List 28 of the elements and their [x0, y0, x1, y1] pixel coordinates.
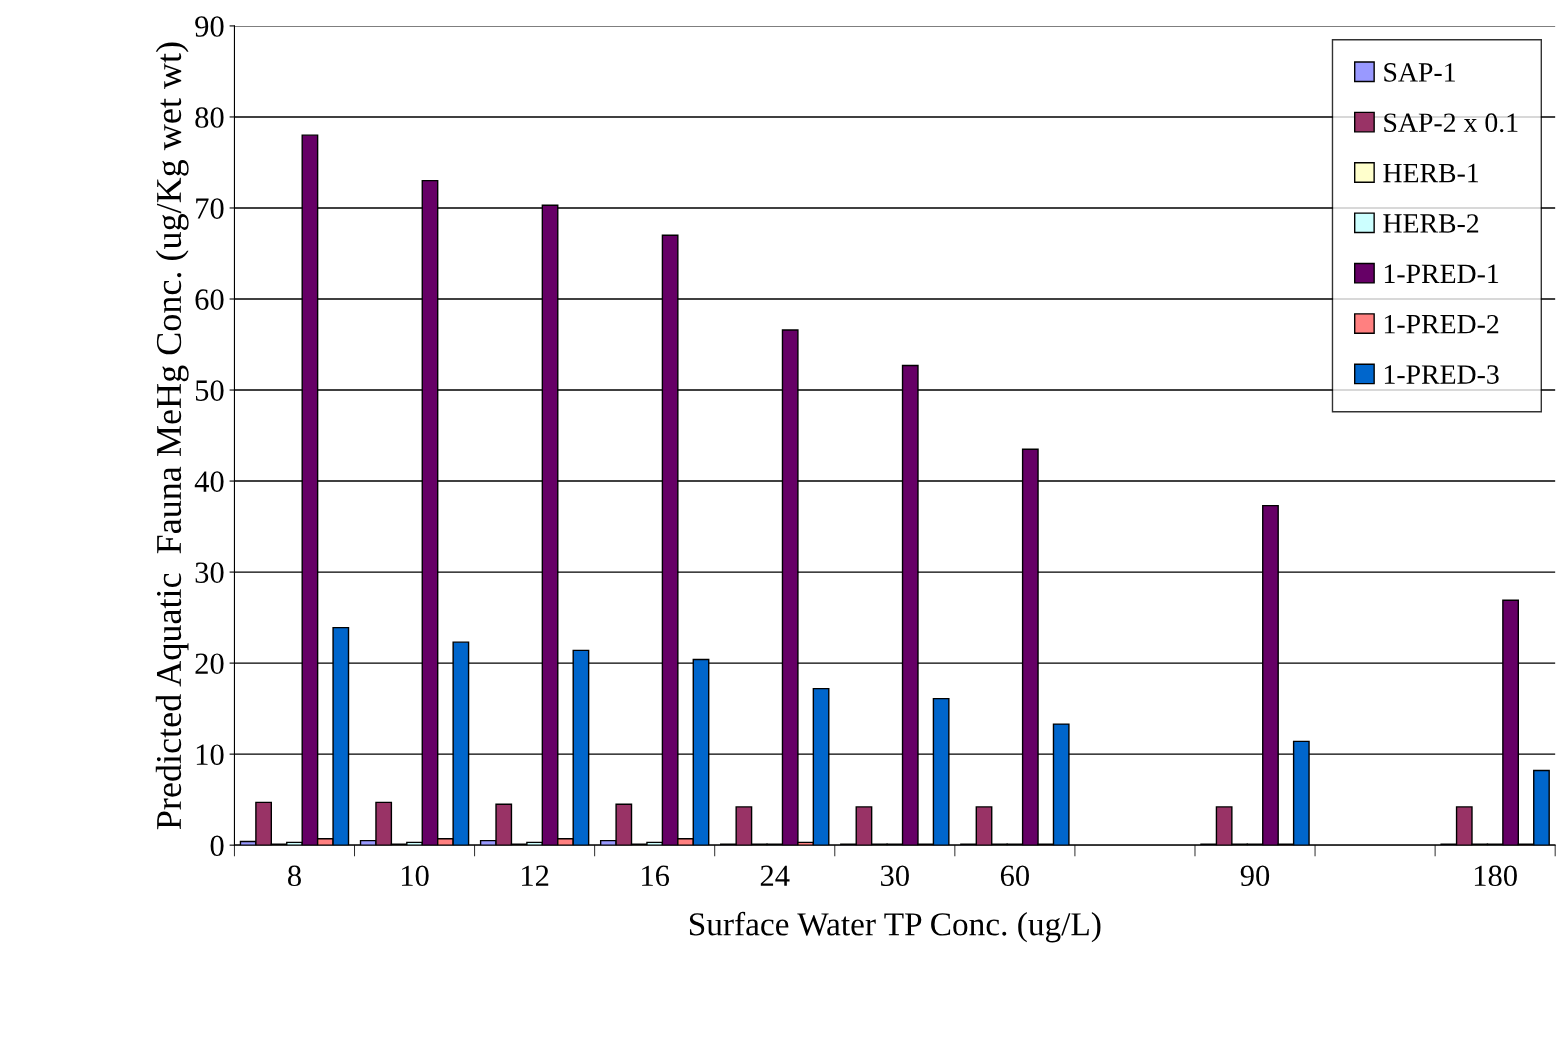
legend-label: 1-PRED-2: [1384, 314, 1499, 334]
y-tick-label: 0: [210, 835, 224, 857]
x-tick-label: 30: [881, 865, 909, 887]
x-tick-label: 60: [1000, 865, 1029, 887]
y-tick-label: 90: [195, 16, 224, 37]
legend-label: HERB-1: [1383, 163, 1479, 183]
x-tick-label: 12: [522, 865, 549, 886]
y-tick-label: 40: [194, 471, 224, 492]
y-tick-label: 10: [196, 744, 224, 766]
x-tick-label: 24: [760, 865, 790, 886]
legend-label: 1-PRED-1: [1384, 264, 1499, 283]
y-tick-label: 50: [195, 380, 224, 401]
x-tick-label: 90: [1240, 865, 1270, 887]
legend-label: HERB-2: [1383, 214, 1479, 233]
y-tick-label: 80: [195, 107, 224, 128]
legend-label: 1-PRED-3: [1384, 365, 1499, 384]
legend-label: SAP-2 x 0.1: [1384, 113, 1518, 133]
y-axis-title: Predicted Aquatic Fauna MeHg Conc. (ug/Kg wet wt): [155, 42, 189, 830]
y-tick-label: 70: [196, 198, 224, 219]
x-tick-label: 8: [288, 865, 301, 887]
y-tick-label: 30: [195, 562, 224, 583]
x-tick-label: 16: [642, 865, 670, 887]
y-tick-label: 60: [195, 289, 224, 310]
x-axis-title: Surface Water TP Conc. (ug/L): [689, 911, 1101, 943]
legend-label: SAP-1: [1384, 63, 1455, 82]
x-tick-label: 10: [401, 865, 429, 887]
y-tick-label: 20: [195, 653, 224, 675]
x-tick-label: 180: [1474, 865, 1517, 887]
